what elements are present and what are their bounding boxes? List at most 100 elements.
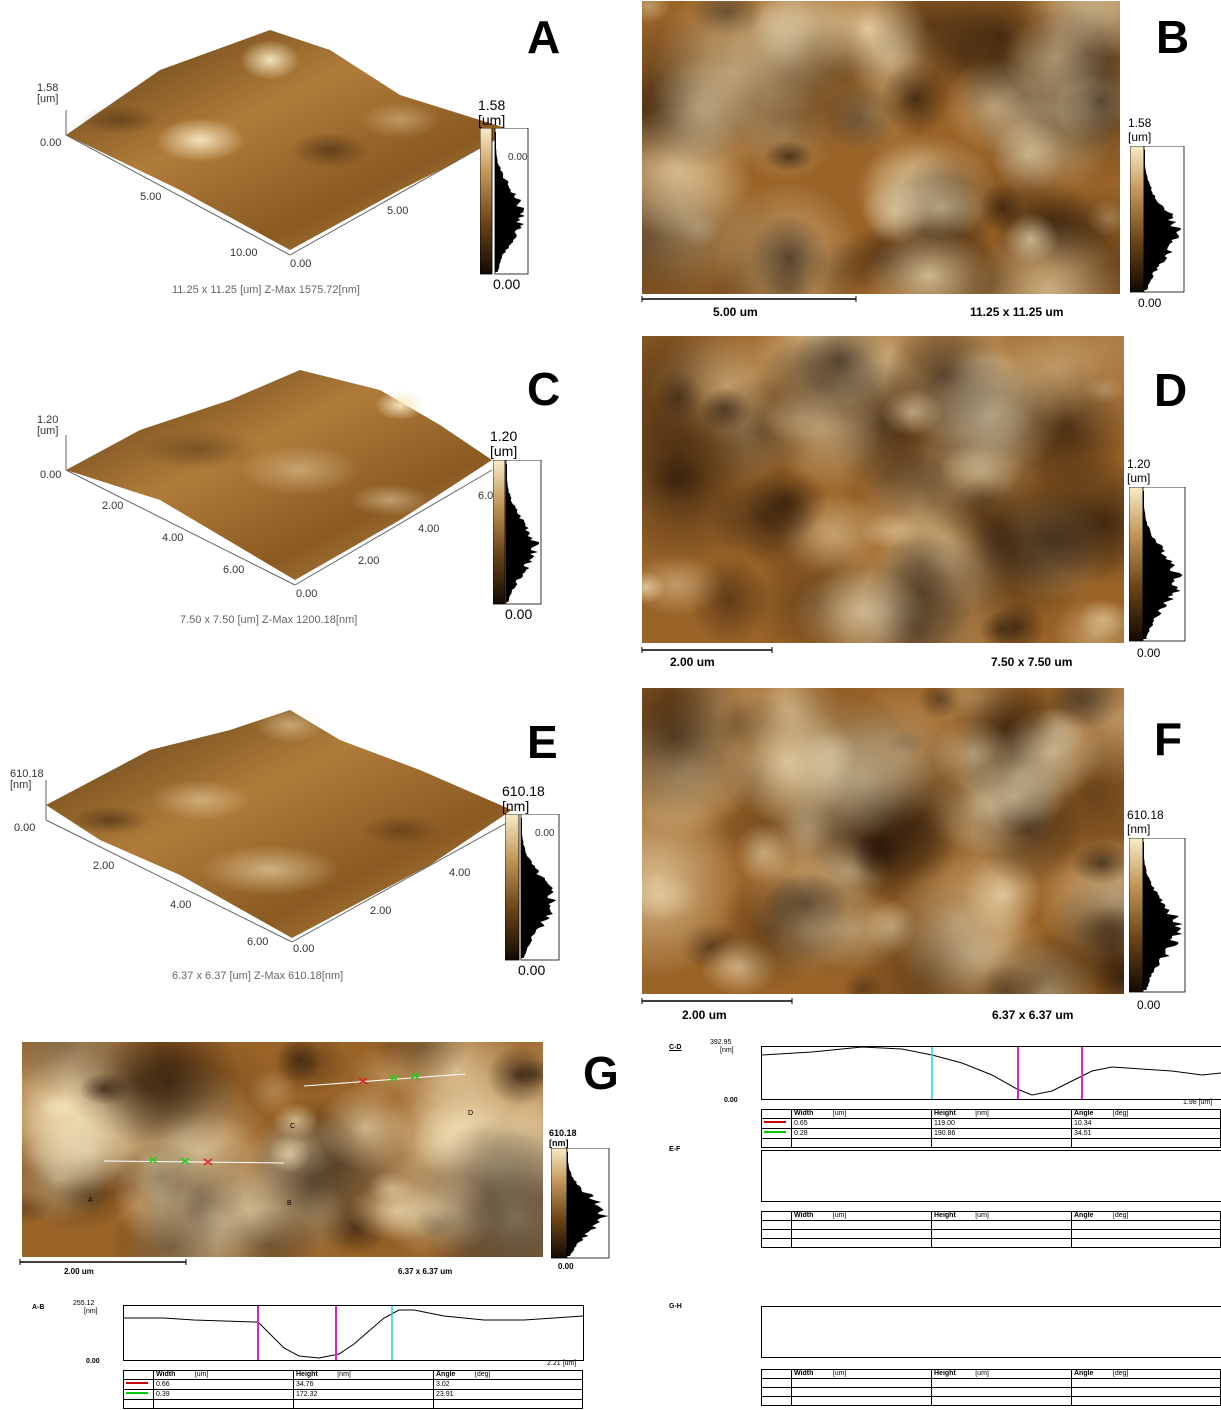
scale-bar-label: 2.00 um (682, 1008, 727, 1022)
panel-c-colorbar (493, 460, 542, 605)
panel-d-top-view: D 1.20 [um] 0.00 2.00 um 7.50 x 7.50 um (640, 335, 1220, 675)
section-lines (103, 1072, 466, 1166)
y-tick: 5.00 (387, 205, 409, 217)
z-axis-top: 1.20 (37, 414, 59, 426)
colorbar-unit: [um] (490, 443, 518, 459)
x-tick: 4.00 (162, 532, 184, 544)
table-row (761, 1238, 1221, 1248)
y-tick: 2.00 (358, 555, 380, 567)
section-point-d: D (468, 1110, 474, 1117)
panel-f-top-view: F 610.18 [nm] 0.00 2.00 um 6.37 x 6.37 u… (640, 688, 1220, 1028)
panel-letter-g: G (583, 1047, 619, 1099)
profile-gh-plot (761, 1306, 1221, 1358)
table-row (761, 1138, 1221, 1148)
colorbar-unit: [nm] (1127, 822, 1151, 836)
panel-e-colorbar (505, 814, 560, 961)
y-tick: 6.0 (478, 490, 494, 502)
x-tick: 5.00 (140, 191, 162, 203)
profile-gh-table: Width [um] Height [um] Angle [deg] (761, 1369, 1221, 1406)
panel-e-surface (45, 707, 513, 943)
colorbar-unit: [um] (1127, 471, 1151, 485)
panel-b-top-view: B 1.58 [um] 0.00 5.00 um 11.25 x 11.25 u… (640, 0, 1220, 320)
scan-size-label: 6.37 x 6.37 um (398, 1267, 453, 1276)
profile-cd-plot (761, 1046, 1221, 1100)
panel-d-colorbar (1129, 487, 1186, 642)
table-row (761, 1387, 1221, 1397)
profile-cd-yunit: [nm] (720, 1047, 734, 1054)
profile-cd-label: C-D (669, 1044, 682, 1051)
table-row: 0.66 34.76 3.02 (123, 1379, 583, 1390)
z-axis-unit: [nm] (10, 779, 32, 791)
y-tick: 0.00 (296, 588, 318, 600)
z-axis-zero: 0.00 (14, 822, 36, 834)
table-row (123, 1399, 583, 1409)
scan-size-label: 11.25 x 11.25 um (970, 305, 1064, 319)
table-row: 0.28 190.86 34.51 (761, 1128, 1221, 1139)
colorbar-mid: 0.00 (508, 152, 528, 163)
colorbar-bottom: 0.00 (558, 1262, 574, 1271)
profile-ef-table: Width [um] Height [um] Angle [deg] (761, 1211, 1221, 1248)
profile-ef-plot (761, 1150, 1221, 1202)
z-axis-unit: [um] (37, 93, 59, 105)
x-tick: 6.00 (247, 936, 269, 948)
z-axis-top: 610.18 (10, 768, 44, 780)
scale-bar (641, 647, 773, 653)
z-axis-unit: [um] (37, 425, 59, 437)
table-row: 0.65 119.00 10.34 (761, 1118, 1221, 1129)
panel-letter-e: E (527, 716, 558, 768)
section-point-a: A (88, 1197, 93, 1204)
panel-a-surface (65, 30, 513, 256)
panel-b-image (642, 1, 1120, 294)
colorbar-bottom: 0.00 (493, 276, 521, 292)
colorbar-mid: 0.00 (535, 828, 555, 839)
colorbar-top: 1.20 (1127, 457, 1151, 471)
profile-cd-xmax: 1.98 [um] (1183, 1099, 1213, 1106)
z-axis-top: 1.58 (37, 82, 59, 94)
scale-bar (19, 1259, 187, 1265)
panel-e-3d-view: E 610.18 [nm] 0.00 2.00 4.00 6.00 0.00 2… (0, 680, 620, 990)
scan-size-label: 7.50 x 7.50 um (991, 655, 1073, 669)
z-axis-zero: 0.00 (40, 137, 62, 149)
x-tick: 4.00 (170, 899, 192, 911)
y-tick: 4.00 (449, 867, 471, 879)
profile-ab-label: A-B (32, 1304, 45, 1311)
scale-bar-label: 2.00 um (670, 655, 715, 669)
y-tick: 0.00 (293, 943, 315, 955)
colorbar-bottom: 0.00 (1137, 646, 1161, 660)
profile-ab-ymax: 255.12 (73, 1300, 95, 1307)
table-row (761, 1378, 1221, 1388)
table-row: 0.39 172.32 23.91 (123, 1389, 583, 1400)
colorbar-top: 1.20 (490, 428, 518, 444)
colorbar-bottom: 0.00 (1137, 998, 1161, 1012)
profile-ef-label: E-F (669, 1146, 681, 1153)
table-row (761, 1220, 1221, 1230)
profile-ab-yunit: [nm] (84, 1308, 98, 1315)
colorbar-top: 1.58 (1128, 116, 1152, 130)
panel-g-section-view: A B C D G 610.18 [nm] 0.00 2.00 um 6.37 … (0, 1040, 640, 1410)
scale-bar (641, 998, 793, 1004)
profile-ab-plot (123, 1305, 584, 1361)
colorbar-top: 610.18 (1127, 808, 1164, 822)
colorbar-top: 1.58 (478, 97, 506, 113)
profile-cd-ymin: 0.00 (724, 1097, 738, 1104)
colorbar-unit: [um] (1128, 130, 1152, 144)
panel-letter-b: B (1156, 11, 1190, 63)
colorbar-bottom: 0.00 (518, 962, 546, 978)
scale-bar-label: 5.00 um (713, 305, 758, 319)
panel-letter-d: D (1154, 364, 1188, 416)
colorbar-unit: [um] (478, 112, 506, 128)
x-tick: 6.00 (223, 564, 245, 576)
y-tick: 2.00 (370, 905, 392, 917)
colorbar-unit: [nm] (502, 798, 530, 814)
colorbar-top: 610.18 (502, 783, 545, 799)
colorbar-bottom: 0.00 (505, 606, 533, 622)
panel-letter-a: A (527, 11, 561, 63)
panel-f-colorbar (1129, 838, 1186, 993)
scale-bar (641, 296, 857, 302)
table-row (761, 1396, 1221, 1406)
y-tick: 4.00 (418, 523, 440, 535)
section-point-c: C (290, 1123, 296, 1130)
panel-c-caption: 7.50 x 7.50 [um] Z-Max 1200.18[nm] (180, 614, 358, 626)
colorbar-top: 610.18 (549, 1128, 577, 1138)
profile-ab-ymin: 0.00 (86, 1358, 100, 1365)
